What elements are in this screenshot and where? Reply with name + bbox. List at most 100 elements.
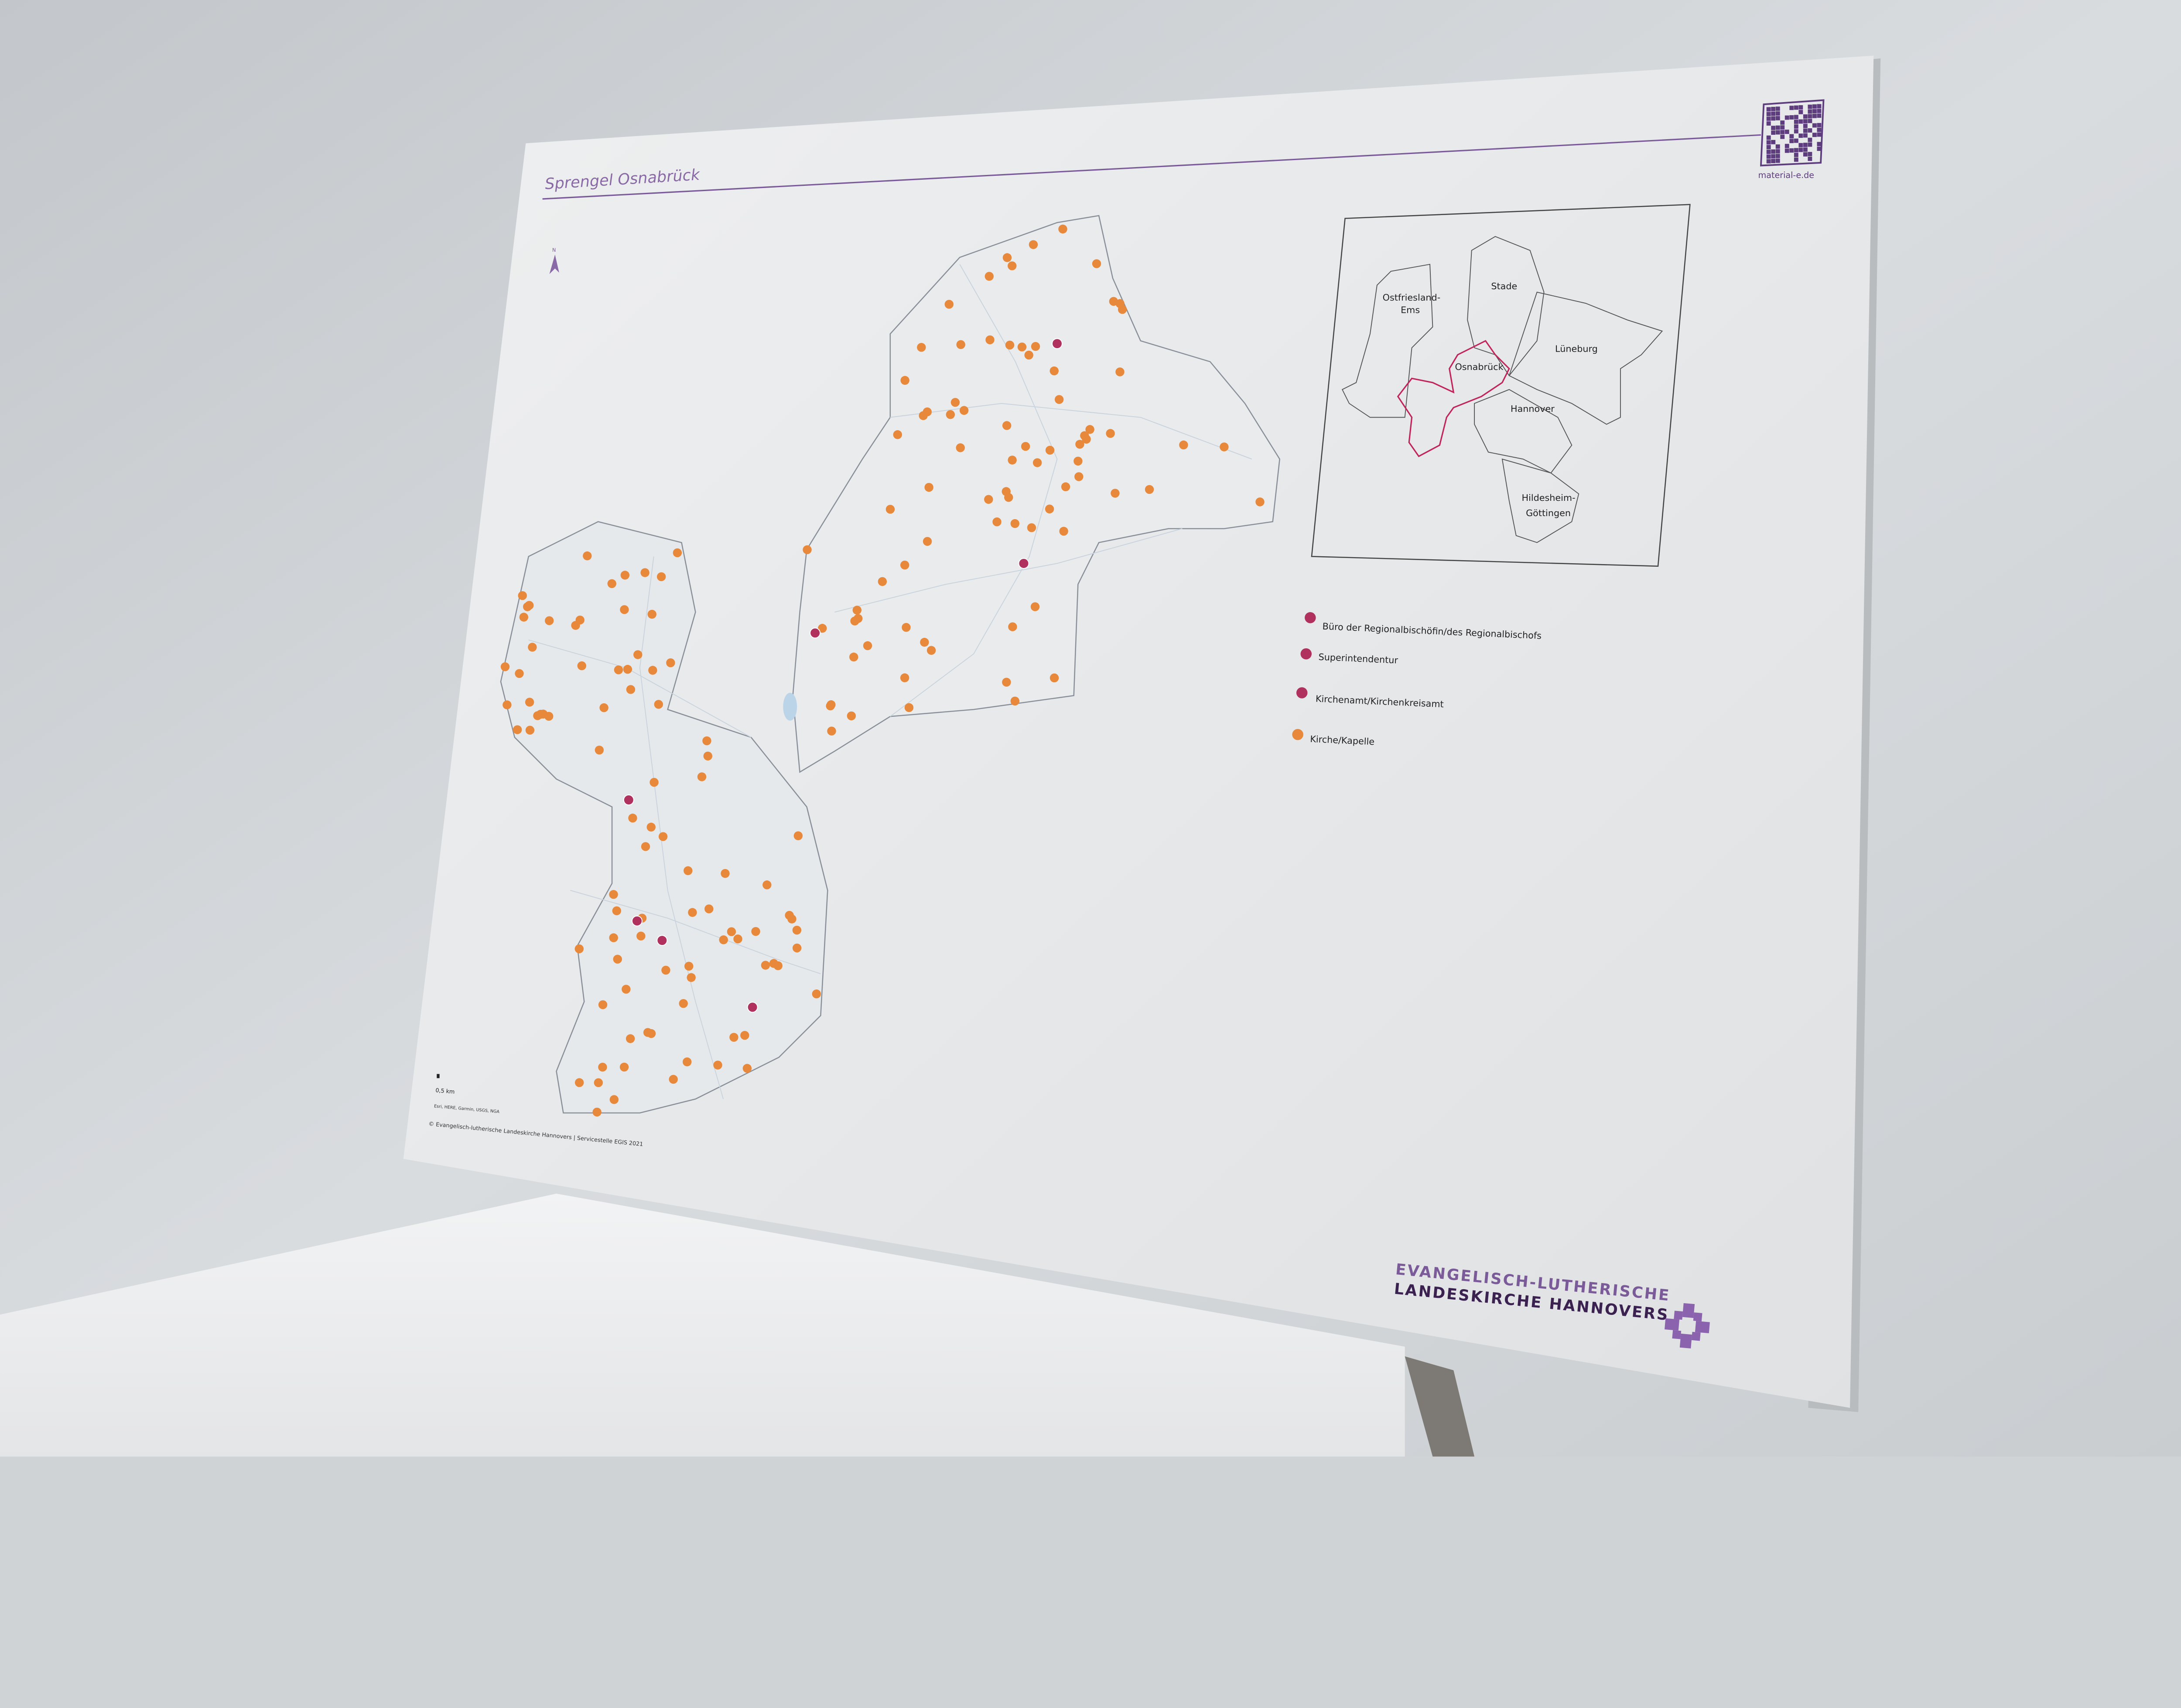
church-pin[interactable] (849, 652, 858, 662)
church-pin[interactable] (1024, 350, 1033, 360)
church-pin[interactable] (950, 398, 960, 407)
church-pin[interactable] (528, 643, 537, 652)
church-pin[interactable] (1073, 456, 1083, 466)
church-pin[interactable] (762, 880, 772, 890)
church-pin[interactable] (1111, 489, 1120, 498)
church-pin[interactable] (594, 1078, 603, 1087)
church-pin[interactable] (1002, 253, 1012, 262)
church-pin[interactable] (900, 376, 909, 385)
qr-caption[interactable]: material-e.de (1758, 170, 1814, 180)
church-pin[interactable] (863, 641, 872, 650)
church-pin[interactable] (1030, 602, 1040, 611)
church-pin[interactable] (826, 701, 835, 711)
church-pin[interactable] (1179, 440, 1188, 450)
church-pin[interactable] (853, 614, 863, 623)
church-pin[interactable] (620, 571, 630, 580)
church-pin[interactable] (900, 673, 909, 682)
church-pin[interactable] (648, 666, 657, 675)
church-pin[interactable] (656, 572, 666, 582)
church-pin[interactable] (1049, 366, 1059, 376)
church-pin[interactable] (923, 407, 932, 417)
church-pin[interactable] (641, 842, 650, 851)
church-pin[interactable] (1045, 504, 1054, 513)
office-pin[interactable] (1052, 338, 1063, 349)
church-pin[interactable] (684, 962, 694, 971)
office-pin[interactable] (747, 1002, 758, 1013)
church-pin[interactable] (893, 430, 902, 439)
church-pin[interactable] (519, 613, 529, 622)
church-pin[interactable] (785, 910, 794, 920)
church-pin[interactable] (640, 568, 650, 577)
church-pin[interactable] (1061, 482, 1070, 491)
church-pin[interactable] (904, 703, 914, 712)
church-pin[interactable] (518, 591, 527, 600)
church-pin[interactable] (742, 1064, 752, 1073)
church-pin[interactable] (917, 342, 926, 352)
church-pin[interactable] (500, 662, 510, 671)
church-pin[interactable] (703, 751, 712, 761)
church-pin[interactable] (847, 711, 856, 721)
church-pin[interactable] (626, 685, 636, 694)
church-pin[interactable] (525, 698, 534, 707)
church-pin[interactable] (713, 1061, 722, 1070)
church-pin[interactable] (885, 505, 895, 514)
church-pin[interactable] (1074, 472, 1084, 481)
church-pin[interactable] (613, 955, 622, 964)
church-pin[interactable] (575, 615, 585, 625)
church-pin[interactable] (769, 959, 779, 968)
church-pin[interactable] (1002, 421, 1012, 430)
church-pin[interactable] (1017, 342, 1027, 352)
church-pin[interactable] (984, 495, 993, 504)
church-pin[interactable] (923, 537, 932, 546)
church-pin[interactable] (719, 935, 728, 945)
office-pin[interactable] (656, 935, 668, 946)
church-pin[interactable] (647, 609, 656, 619)
church-pin[interactable] (622, 985, 631, 994)
church-pin[interactable] (733, 934, 742, 944)
church-pin[interactable] (956, 340, 965, 349)
church-pin[interactable] (620, 605, 629, 614)
church-pin[interactable] (1045, 445, 1055, 455)
church-pin[interactable] (503, 700, 512, 709)
church-pin[interactable] (721, 869, 730, 878)
church-pin[interactable] (574, 1078, 584, 1087)
church-pin[interactable] (666, 658, 675, 667)
office-pin[interactable] (623, 794, 634, 805)
church-pin[interactable] (1058, 224, 1067, 234)
church-pin[interactable] (1029, 240, 1038, 249)
church-pin[interactable] (697, 772, 707, 781)
church-pin[interactable] (650, 778, 659, 787)
church-pin[interactable] (1109, 297, 1118, 306)
church-pin[interactable] (646, 1029, 656, 1038)
church-pin[interactable] (628, 813, 637, 823)
church-pin[interactable] (1008, 261, 1017, 270)
church-pin[interactable] (792, 943, 802, 953)
church-pin[interactable] (1220, 442, 1229, 452)
church-pin[interactable] (633, 650, 643, 659)
church-pin[interactable] (1059, 527, 1068, 536)
church-pin[interactable] (636, 931, 646, 941)
church-pin[interactable] (1031, 342, 1040, 351)
church-pin[interactable] (646, 822, 656, 832)
church-pin[interactable] (792, 925, 802, 935)
qr-code[interactable] (1760, 99, 1825, 167)
church-pin[interactable] (539, 709, 548, 719)
church-pin[interactable] (1106, 429, 1115, 438)
church-pin[interactable] (1115, 367, 1125, 377)
church-pin[interactable] (599, 703, 608, 712)
church-pin[interactable] (1002, 678, 1011, 687)
church-pin[interactable] (729, 1033, 738, 1042)
church-pin[interactable] (654, 700, 663, 709)
church-pin[interactable] (607, 579, 616, 588)
church-pin[interactable] (1145, 485, 1154, 494)
church-pin[interactable] (626, 1034, 635, 1043)
church-pin[interactable] (924, 483, 933, 492)
church-pin[interactable] (592, 1107, 602, 1117)
church-pin[interactable] (687, 973, 696, 982)
church-pin[interactable] (577, 661, 586, 671)
church-pin[interactable] (704, 904, 714, 914)
church-pin[interactable] (598, 1062, 607, 1072)
church-pin[interactable] (1049, 673, 1059, 683)
main-map[interactable] (500, 215, 1280, 1117)
church-pin[interactable] (1054, 395, 1064, 404)
